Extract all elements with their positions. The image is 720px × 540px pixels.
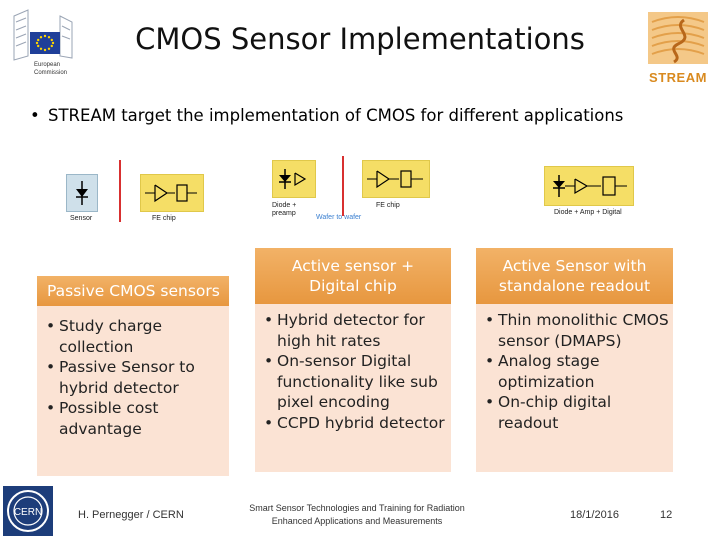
diode-preamp-label: Diode + preamp — [272, 202, 297, 217]
column-body-active-digital: Hybrid detector for high hit rates On-se… — [255, 304, 451, 472]
bond-line — [119, 160, 121, 222]
european-commission-logo: European Commission — [8, 8, 78, 80]
cern-logo: CERN — [3, 486, 53, 536]
column-body-passive: Study charge collection Passive Sensor t… — [37, 306, 229, 476]
footer-date: 18/1/2016 — [570, 509, 619, 521]
column-heading-active-digital: Active sensor + Digital chip — [255, 248, 451, 304]
footer-author: H. Pernegger / CERN — [78, 509, 184, 521]
list-item: Possible cost advantage — [37, 398, 229, 439]
stream-logo-text: STREAM — [649, 70, 707, 85]
sensor-box — [66, 174, 98, 212]
stream-logo — [644, 10, 712, 84]
footer-project: Smart Sensor Technologies and Training f… — [232, 502, 482, 528]
bond-line — [342, 156, 344, 216]
footer-project-line2: Enhanced Applications and Measurements — [271, 516, 443, 526]
ec-logo-line2: Commission — [34, 70, 67, 76]
diagram-active-digital: Diode + preamp Wafer to wafer FE chip — [272, 156, 432, 228]
intro-bullet: • STREAM target the implementation of CMO… — [30, 106, 624, 125]
list-item: Hybrid detector for high hit rates — [255, 310, 451, 351]
fe-chip-box — [362, 160, 430, 198]
ec-logo-line1: European — [34, 62, 60, 68]
list-item: On-chip digital readout — [476, 392, 673, 433]
intro-bullet-text: STREAM target the implementation of CMOS… — [48, 106, 624, 125]
column-heading-passive: Passive CMOS sensors — [37, 276, 229, 306]
list-item: Analog stage optimization — [476, 351, 673, 392]
diagram-standalone: Diode + Amp + Digital — [544, 166, 640, 222]
sensor-label: Sensor — [70, 215, 93, 222]
wafer-to-wafer-label: Wafer to wafer — [316, 214, 362, 221]
cern-logo-text: CERN — [14, 507, 42, 518]
page-title: CMOS Sensor Implementations — [135, 22, 585, 56]
monolithic-label: Diode + Amp + Digital — [554, 209, 622, 216]
fe-chip-box — [140, 174, 204, 212]
monolithic-chip-box — [544, 166, 634, 206]
diagram-passive: Sensor FE chip — [66, 160, 216, 232]
fe-chip-label: FE chip — [152, 215, 176, 222]
list-item: CCPD hybrid detector — [255, 413, 451, 434]
list-item: On-sensor Digital functionality like sub… — [255, 351, 451, 413]
column-body-standalone: Thin monolithic CMOS sensor (DMAPS) Anal… — [476, 304, 673, 472]
fe-chip-label: FE chip — [376, 202, 400, 209]
footer-project-line1: Smart Sensor Technologies and Training f… — [249, 503, 465, 513]
list-item: Thin monolithic CMOS sensor (DMAPS) — [476, 310, 673, 351]
page-number: 12 — [660, 509, 673, 521]
list-item: Study charge collection — [37, 316, 229, 357]
column-heading-standalone: Active Sensor with standalone readout — [476, 248, 673, 304]
diode-preamp-box — [272, 160, 316, 198]
list-item: Passive Sensor to hybrid detector — [37, 357, 229, 398]
